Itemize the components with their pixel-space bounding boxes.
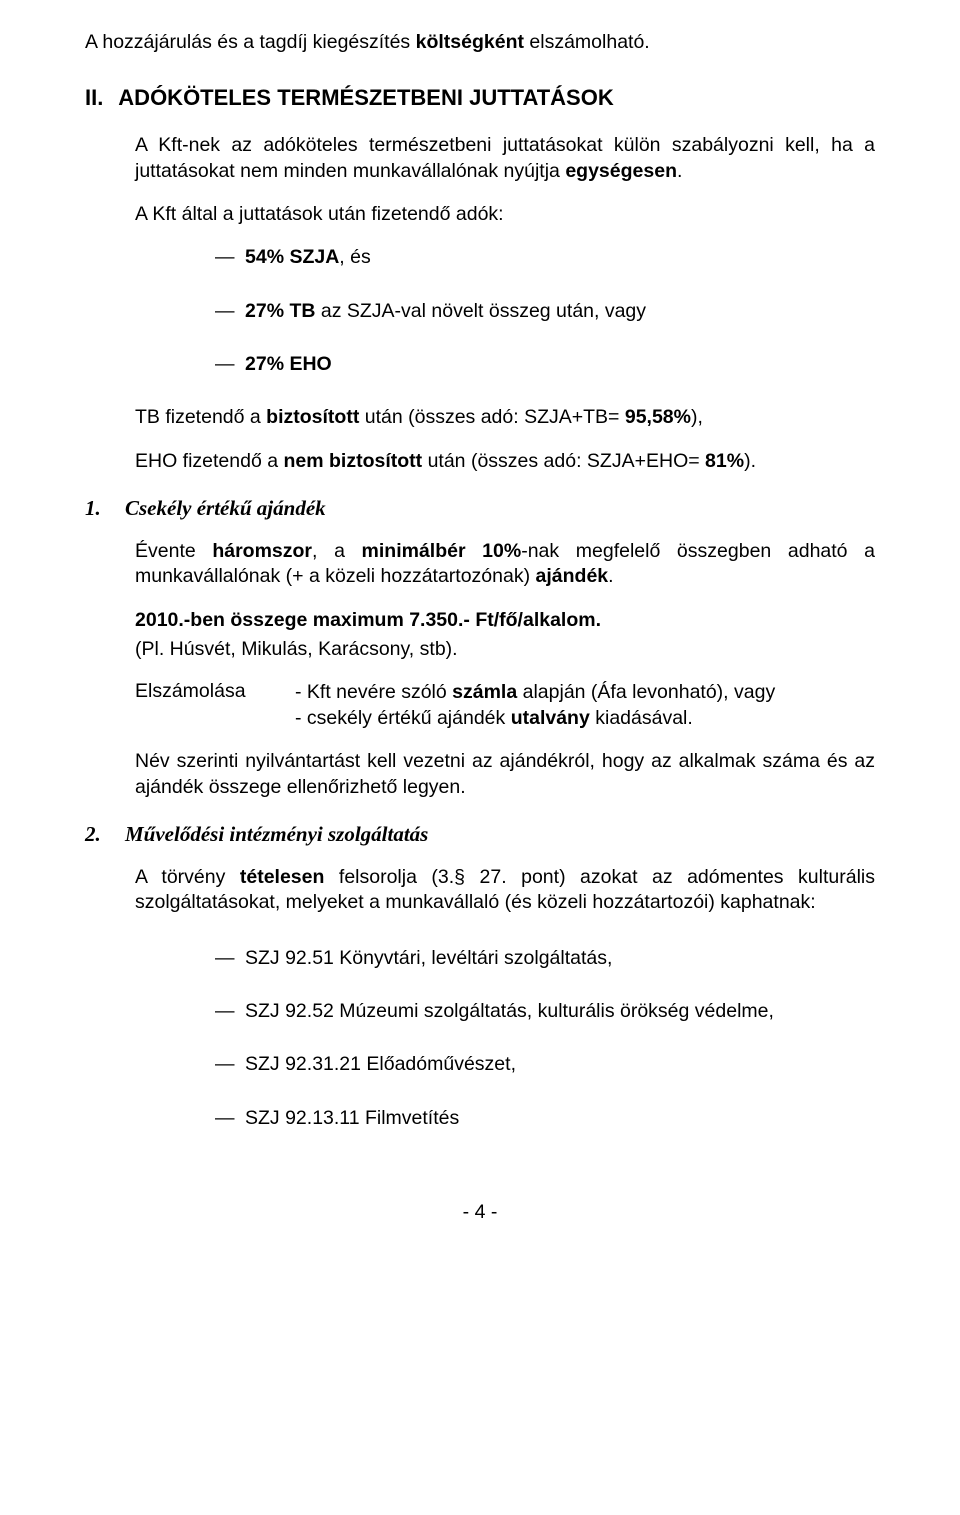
sub1-p4: Név szerinti nyilvántartást kell vezetni… bbox=[135, 749, 875, 800]
section-ii-p1: A Kft-nek az adóköteles természetbeni ju… bbox=[135, 133, 875, 184]
sub2-p1: A törvény tételesen felsorolja (3.§ 27. … bbox=[135, 865, 875, 916]
sub1-p3: (Pl. Húsvét, Mikulás, Karácsony, stb). bbox=[135, 637, 875, 662]
sub1-r1: - Kft nevére szóló számla alapján (Áfa l… bbox=[295, 680, 875, 705]
tax-bullet-list: 54% SZJA, és 27% TB az SZJA-val növelt ö… bbox=[135, 245, 875, 377]
sub1-r2: - csekély értékű ajándék utalvány kiadás… bbox=[295, 706, 875, 731]
section-ii-heading: II. ADÓKÖTELES TERMÉSZETBENI JUTTATÁSOK bbox=[85, 85, 875, 111]
intro-paragraph: A hozzájárulás és a tagdíj kiegészítés k… bbox=[85, 30, 875, 55]
p1-text: A Kft-nek az adóköteles természetbeni ju… bbox=[135, 134, 875, 181]
section-ii-p4: EHO fizetendő a nem biztosított után (ös… bbox=[135, 449, 875, 474]
page-number: - 4 - bbox=[85, 1201, 875, 1224]
section-ii-p3: TB fizetendő a biztosított után (összes … bbox=[135, 405, 875, 430]
sub1-left: Elszámolása bbox=[135, 680, 295, 731]
section-ii-title: ADÓKÖTELES TERMÉSZETBENI JUTTATÁSOK bbox=[118, 85, 613, 110]
sub2-body: A törvény tételesen felsorolja (3.§ 27. … bbox=[135, 865, 875, 1131]
szj-bullet-3: SZJ 92.31.21 Előadóművészet, bbox=[135, 1052, 875, 1077]
szj-bullet-4: SZJ 92.13.11 Filmvetítés bbox=[135, 1106, 875, 1131]
sub1-p2: 2010.-ben összege maximum 7.350.- Ft/fő/… bbox=[135, 608, 875, 633]
sub1-body: Évente háromszor, a minimálbér 10%-nak m… bbox=[135, 539, 875, 800]
sub1-right: - Kft nevére szóló számla alapján (Áfa l… bbox=[295, 680, 875, 731]
section-ii-body: A Kft-nek az adóköteles természetbeni ju… bbox=[135, 133, 875, 474]
tax-bullet-1: 54% SZJA, és bbox=[135, 245, 875, 270]
szj-bullet-1: SZJ 92.51 Könyvtári, levéltári szolgálta… bbox=[135, 946, 875, 971]
tax-bullet-2: 27% TB az SZJA-val növelt összeg után, v… bbox=[135, 299, 875, 324]
section-ii-num: II. bbox=[85, 85, 113, 111]
section-ii-p2: A Kft által a juttatások után fizetendő … bbox=[135, 202, 875, 227]
sub2-heading: 2.Művelődési intézményi szolgáltatás bbox=[85, 822, 875, 847]
sub1-twocol: Elszámolása - Kft nevére szóló számla al… bbox=[135, 680, 875, 731]
document-page: A hozzájárulás és a tagdíj kiegészítés k… bbox=[0, 0, 960, 1264]
sub1-p1: Évente háromszor, a minimálbér 10%-nak m… bbox=[135, 539, 875, 590]
szj-bullet-list: SZJ 92.51 Könyvtári, levéltári szolgálta… bbox=[135, 946, 875, 1131]
intro-bold: költségként bbox=[416, 31, 524, 53]
p1-bold: egységesen bbox=[565, 160, 677, 182]
sub1-heading: 1.Csekély értékű ajándék bbox=[85, 496, 875, 521]
intro-text-pre: A hozzájárulás és a tagdíj kiegészítés bbox=[85, 31, 416, 53]
tax-bullet-3: 27% EHO bbox=[135, 352, 875, 377]
szj-bullet-2: SZJ 92.52 Múzeumi szolgáltatás, kulturál… bbox=[135, 999, 875, 1024]
intro-text-post: elszámolható. bbox=[524, 31, 650, 53]
